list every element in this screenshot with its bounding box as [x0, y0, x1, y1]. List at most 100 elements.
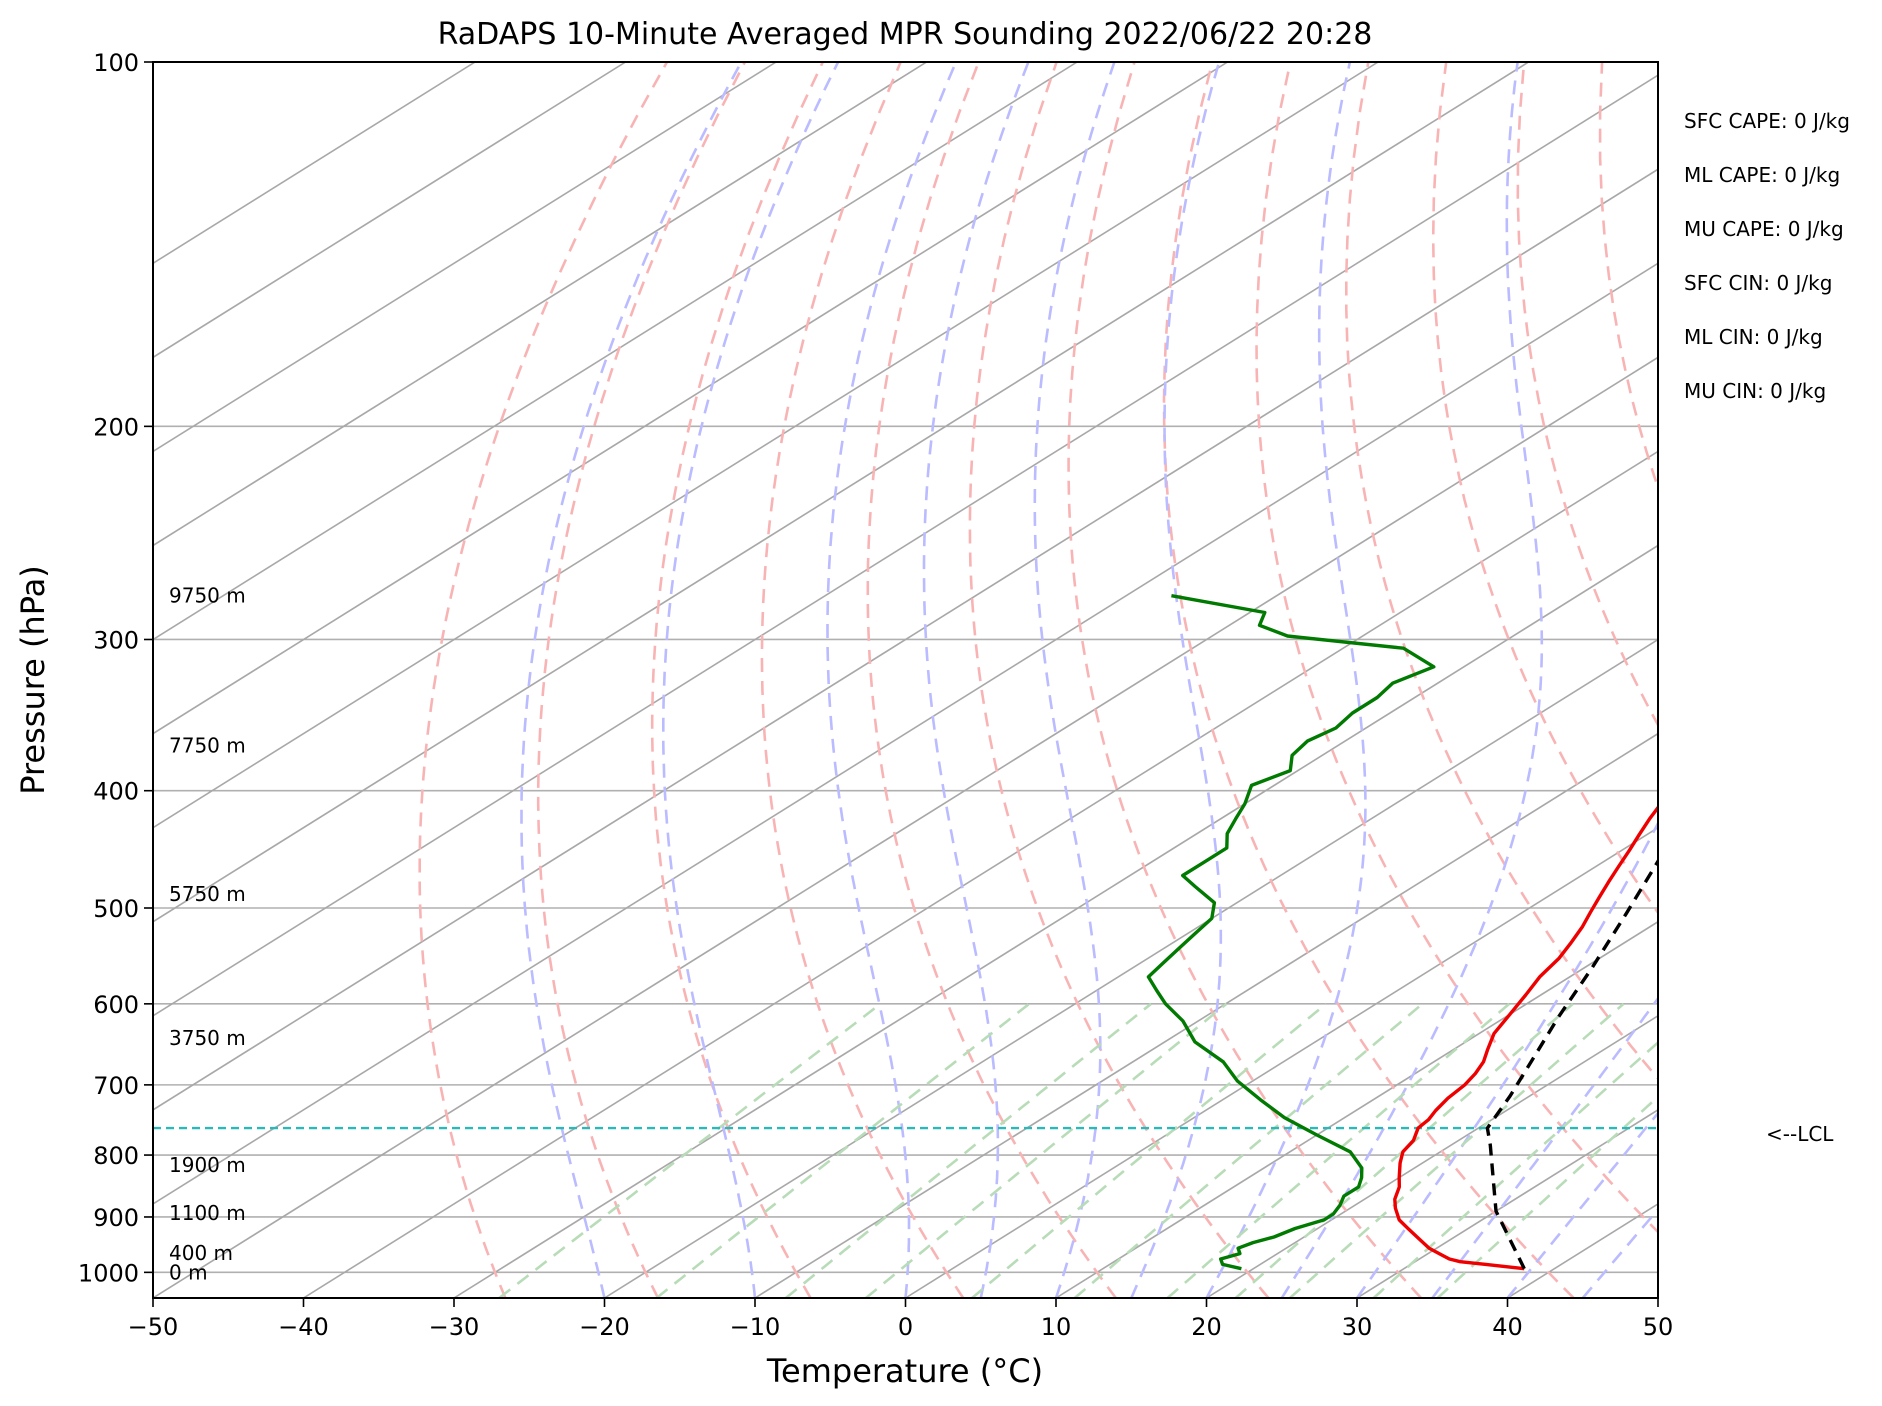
height-label: 1900 m — [169, 1153, 246, 1177]
height-label: 7750 m — [169, 733, 246, 757]
height-label: 3750 m — [169, 1026, 246, 1050]
x-tick-label: 50 — [1643, 1313, 1674, 1341]
x-tick-label: −50 — [128, 1313, 179, 1341]
y-tick-label: 1000 — [78, 1259, 139, 1287]
x-axis-ticks: −50 −40 −30 −20 −10 0 10 20 30 40 50 — [128, 1298, 1674, 1341]
moist-adiabat-line — [1506, 1111, 1658, 1298]
isotherm-line — [153, 62, 1078, 641]
y-tick-label: 800 — [93, 1142, 139, 1170]
x-tick-label: 30 — [1342, 1313, 1373, 1341]
height-label: 5750 m — [169, 882, 246, 906]
profile-lines — [1146, 594, 1658, 1271]
isotherm-line — [153, 62, 1530, 923]
dry-adiabat-line — [1255, 62, 1658, 1234]
mixing-ratio-line — [1372, 1040, 1658, 1298]
x-tick-label: 20 — [1191, 1313, 1222, 1341]
isotherm-line — [303, 450, 1658, 1298]
moist-adiabat-line — [1581, 1207, 1658, 1298]
x-tick-label: −20 — [579, 1313, 630, 1341]
reference-lines — [153, 62, 1882, 1298]
y-tick-label: 400 — [93, 778, 139, 806]
isotherm-line — [453, 544, 1658, 1298]
lcl-layer: <--LCL — [153, 1122, 1834, 1146]
isotherm-line — [1206, 1014, 1658, 1298]
isotherm-line — [153, 62, 777, 453]
mixing-ratio-line — [1289, 1002, 1625, 1298]
moist-adiabat-line — [661, 62, 840, 1298]
dry-adiabat-line — [866, 62, 1117, 1298]
isotherm-line — [905, 826, 1658, 1298]
dry-adiabat-line — [1431, 62, 1658, 915]
mixing-ratio-line — [1234, 1002, 1574, 1298]
x-tick-label: 10 — [1041, 1313, 1072, 1341]
moist-adiabat-line — [520, 62, 743, 1298]
stability-index: MU CIN: 0 J/kg — [1684, 379, 1826, 403]
stability-index: ML CIN: 0 J/kg — [1684, 325, 1823, 349]
x-tick-label: −40 — [278, 1313, 329, 1341]
dry-adiabat-line — [1162, 62, 1575, 1298]
isotherm-line — [604, 638, 1658, 1298]
isotherm-line — [153, 62, 1229, 735]
isotherm-line — [1055, 920, 1658, 1298]
height-label: 0 m — [169, 1260, 208, 1284]
y-axis-ticks: 1000 900 800 700 600 500 400 300 200 100 — [78, 49, 153, 1287]
y-tick-label: 300 — [93, 626, 139, 654]
chart-title: RaDAPS 10-Minute Averaged MPR Sounding 2… — [438, 17, 1373, 52]
y-axis-label: Pressure (hPa) — [14, 565, 52, 795]
isotherm-line — [1657, 1297, 1658, 1298]
height-label: 400 m — [169, 1241, 233, 1265]
isotherm-line — [153, 62, 928, 547]
x-axis-label: Temperature (°C) — [766, 1352, 1043, 1390]
moist-adiabat-line — [1130, 62, 1223, 1298]
dry-adiabat-line — [536, 62, 747, 1298]
isotherm-line — [153, 74, 1658, 1017]
y-tick-label: 100 — [93, 49, 139, 77]
x-tick-label: 40 — [1492, 1313, 1523, 1341]
dry-adiabat-line — [1680, 62, 1882, 1298]
x-tick-label: −30 — [429, 1313, 480, 1341]
mixing-ratio-line — [498, 1002, 882, 1298]
mixing-ratio-line — [865, 1002, 1228, 1298]
moist-adiabat-line — [1033, 62, 1116, 1298]
dry-adiabat-line — [1758, 62, 1882, 1298]
dewpoint-profile-line — [1146, 594, 1436, 1271]
dry-adiabat-line — [968, 62, 1270, 1298]
dry-adiabat-line — [1067, 62, 1423, 1298]
dry-adiabat-line — [418, 62, 669, 1298]
dry-adiabat-line — [760, 62, 965, 1298]
mixing-ratio-line — [1166, 1002, 1511, 1298]
dry-adiabat-line — [1836, 62, 1882, 1298]
mixing-ratio-line — [1436, 1095, 1658, 1298]
moist-adiabat-line — [1355, 820, 1658, 1298]
isotherm-line — [153, 62, 1379, 829]
isotherm-line — [153, 62, 627, 359]
isotherm-line — [153, 356, 1658, 1298]
height-label: 1100 m — [169, 1201, 246, 1225]
stability-indices: SFC CAPE: 0 J/kg ML CAPE: 0 J/kg MU CAPE: … — [1684, 109, 1850, 403]
mixing-ratio-line — [971, 1002, 1327, 1298]
stability-index: SFC CIN: 0 J/kg — [1684, 271, 1832, 295]
y-tick-label: 700 — [93, 1072, 139, 1100]
y-tick-label: 200 — [93, 413, 139, 441]
y-tick-label: 600 — [93, 991, 139, 1019]
y-tick-label: 900 — [93, 1204, 139, 1232]
isotherm-line — [1507, 1202, 1658, 1298]
moist-adiabat-line — [826, 62, 958, 1298]
height-labels: 9750 m 7750 m 5750 m 3750 m 1900 m 1100 m 400 … — [169, 584, 246, 1285]
y-tick-label: 500 — [93, 895, 139, 923]
isotherm-line — [754, 732, 1658, 1298]
lcl-label: <--LCL — [1766, 1122, 1834, 1146]
stability-index: ML CAPE: 0 J/kg — [1684, 163, 1840, 187]
isotherm-line — [153, 262, 1658, 1205]
stability-index: MU CAPE: 0 J/kg — [1684, 217, 1844, 241]
height-label: 9750 m — [169, 584, 246, 608]
x-tick-label: 0 — [898, 1313, 913, 1341]
isotherm-line — [153, 168, 1658, 1111]
moist-adiabat-line — [922, 62, 1030, 1298]
mixing-ratio-line — [1073, 1002, 1424, 1298]
mixing-ratio-line — [655, 1002, 1031, 1298]
dry-adiabat-line — [1345, 62, 1658, 1081]
temperature-profile-line — [1393, 804, 1658, 1271]
moist-adiabat-line — [1205, 62, 1367, 1298]
